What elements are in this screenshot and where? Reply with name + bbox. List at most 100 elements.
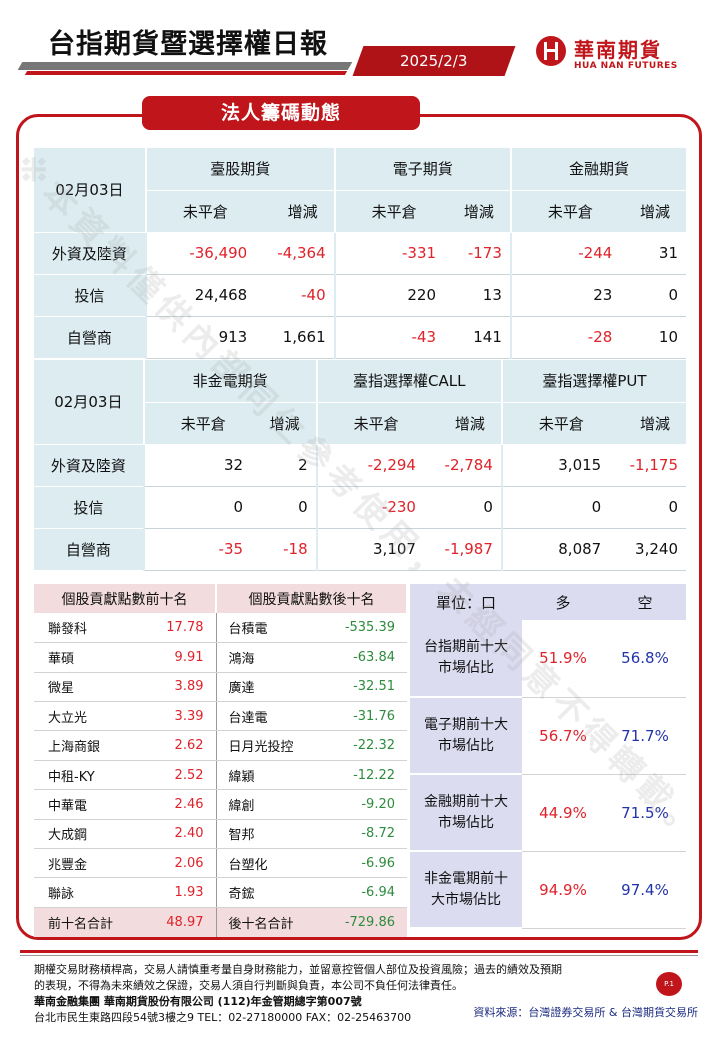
table-cell: 32: [142, 444, 252, 487]
table-row: 自營商 913 1,661 -43 141 -28 10: [34, 316, 686, 359]
table-row: 電子期前十大 市場佔比 56.7% 71.7%: [410, 697, 686, 775]
share-label-line-2: 市場佔比: [438, 660, 494, 676]
table-row: 外資及陸資 -36,490 -4,364 -331 -173 -244 31: [34, 232, 686, 275]
top-stock-points: 3.89: [126, 672, 217, 703]
table1-group-header: 金融期貨: [509, 148, 686, 191]
share-label-line-2: 市場佔比: [438, 737, 494, 754]
table-row: 自營商 -35 -18 3,107 -1,987 8,087 3,240: [34, 528, 686, 571]
top-stock-points: 17.78: [126, 613, 217, 644]
sub-header-change: 增減: [609, 402, 686, 445]
share-label-line-1: 非金電期前十: [424, 870, 508, 887]
table1-date: 02月03日: [34, 148, 146, 233]
bottom10-header: 個股貢獻點數後十名: [216, 584, 408, 614]
top-stock-name: 中華電: [34, 789, 126, 820]
row-label: 投信: [34, 274, 146, 317]
bottom-stock-points: -12.22: [314, 760, 407, 791]
stock-sum-row: 前十名合計 48.97 後十名合計 -729.86: [34, 907, 407, 937]
bottom-stock-points: -6.94: [314, 877, 407, 908]
table-cell: -173: [444, 232, 511, 275]
footer-disclaimer: 期權交易財務槓桿高，交易人請慎重考量自身財務能力，並留意控管個人部位及投資風險；…: [34, 962, 634, 1026]
long-share-value: 94.9%: [522, 851, 604, 929]
table-cell: 1,661: [255, 316, 335, 359]
top-stock-name: 上海商銀: [34, 730, 126, 761]
table-cell: -40: [255, 274, 335, 317]
bottom-stock-points: -22.32: [314, 730, 407, 761]
top-stock-points: 3.39: [126, 701, 217, 732]
sub-header-oi: 未平倉: [509, 190, 621, 233]
table-row: 聯發科 17.78 台積電 -535.39: [34, 613, 407, 644]
stock-contribution-table: 個股貢獻點數前十名 個股貢獻點數後十名 聯發科 17.78 台積電 -535.39 華碩…: [34, 584, 408, 937]
institutional-table-2: 02月03日 非金電期貨 臺指選擇權CALL 臺指選擇權PUT 未平倉 增減 未…: [34, 360, 686, 571]
table-cell: 3,240: [609, 528, 686, 571]
table-row: 華碩 9.91 鴻海 -63.84: [34, 642, 407, 673]
huanan-logo-icon: [536, 36, 566, 66]
bottom-stock-name: 台達電: [216, 701, 314, 732]
bottom-stock-name: 緯穎: [216, 760, 314, 791]
top-stock-name: 聯發科: [34, 613, 126, 644]
bottom-stock-name: 智邦: [216, 819, 314, 850]
bottom-stock-points: -6.96: [314, 848, 407, 879]
bottom-stock-points: -535.39: [314, 613, 407, 644]
title-underline-red: [24, 71, 348, 75]
share-label-line-1: 電子期前十大: [424, 716, 508, 733]
table-cell: 141: [444, 316, 511, 359]
table1-group-header: 臺股期貨: [144, 148, 335, 191]
table-cell: 10: [620, 316, 686, 359]
footer-divider-red: [20, 950, 698, 953]
table-cell: 0: [251, 486, 317, 529]
table-row: 大成鋼 2.40 智邦 -8.72: [34, 819, 407, 850]
share-label-line-2: 大市場佔比: [431, 891, 501, 908]
table-cell: -35: [142, 528, 252, 571]
logo-name-en: HUA NAN FUTURES: [574, 61, 678, 71]
top-stock-points: 2.40: [126, 819, 217, 850]
logo-name-cn: 華南期貨: [574, 38, 662, 62]
bottom-stock-name: 日月光投控: [216, 730, 314, 761]
table-row: 兆豐金 2.06 台塑化 -6.96: [34, 848, 407, 879]
bottom-stock-points: -63.84: [314, 642, 407, 673]
table2-group-header: 臺指選擇權PUT: [500, 360, 686, 403]
top-stock-points: 2.46: [126, 789, 217, 820]
top10-sum-label: 前十名合計: [34, 907, 126, 937]
row-label: 外資及陸資: [34, 232, 146, 275]
short-share-value: 56.8%: [604, 620, 686, 698]
sub-header-change: 增減: [423, 402, 502, 445]
address-line: 台北市民生東路四段54號3樓之9 TEL：02-27180000 FAX：02-…: [34, 1011, 412, 1024]
table-row: 外資及陸資 32 2 -2,294 -2,784 3,015 -1,175: [34, 444, 686, 487]
table-row: 大立光 3.39 台達電 -31.76: [34, 701, 407, 732]
bottom-stock-points: -32.51: [314, 672, 407, 703]
table1-group-header: 電子期貨: [333, 148, 511, 191]
sub-header-oi: 未平倉: [144, 190, 256, 233]
share-label-line-2: 市場佔比: [438, 814, 494, 831]
table-row: 台指期前十大 市場佔比 51.9% 56.8%: [410, 620, 686, 698]
table-cell: 0: [620, 274, 686, 317]
top-stock-points: 9.91: [126, 642, 217, 673]
row-label: 投信: [34, 486, 144, 529]
top-stock-points: 2.62: [126, 730, 217, 761]
bottom-stock-name: 廣達: [216, 672, 314, 703]
top10-sum-value: 48.97: [126, 907, 217, 937]
table-cell: -18: [251, 528, 317, 571]
top-stock-points: 2.52: [126, 760, 217, 791]
table-cell: 0: [423, 486, 502, 529]
table-row: 投信 24,468 -40 220 13 23 0: [34, 274, 686, 317]
long-share-value: 56.7%: [522, 697, 604, 775]
top-stock-points: 1.93: [126, 877, 217, 908]
share-label-line-1: 台指期前十大: [424, 639, 508, 655]
table-cell: -28: [509, 316, 621, 359]
table-cell: 23: [509, 274, 621, 317]
company-line: 華南金融集團 華南期貨股份有限公司 (112)年金管期總字第007號: [34, 995, 362, 1008]
short-share-value: 97.4%: [604, 851, 686, 929]
table-cell: -43: [333, 316, 445, 359]
bottom-stock-points: -9.20: [314, 789, 407, 820]
top-stock-name: 微星: [34, 672, 126, 703]
table-row: 聯詠 1.93 奇鋐 -6.94: [34, 877, 407, 908]
short-header: 空: [604, 584, 686, 620]
report-title: 台指期貨暨選擇權日報: [48, 29, 328, 60]
table-cell: 0: [142, 486, 252, 529]
institutional-table-1: 02月03日 臺股期貨 電子期貨 金融期貨 未平倉 增減 未平倉 增減 未平倉 …: [34, 148, 686, 359]
table-row: 中華電 2.46 緯創 -9.20: [34, 789, 407, 820]
short-share-value: 71.7%: [604, 697, 686, 775]
data-source: 資料來源：台灣證券交易所 & 台灣期貨交易所: [473, 1006, 698, 1019]
table-cell: 8,087: [500, 528, 610, 571]
report-date-badge: 2025/2/3: [352, 46, 516, 76]
